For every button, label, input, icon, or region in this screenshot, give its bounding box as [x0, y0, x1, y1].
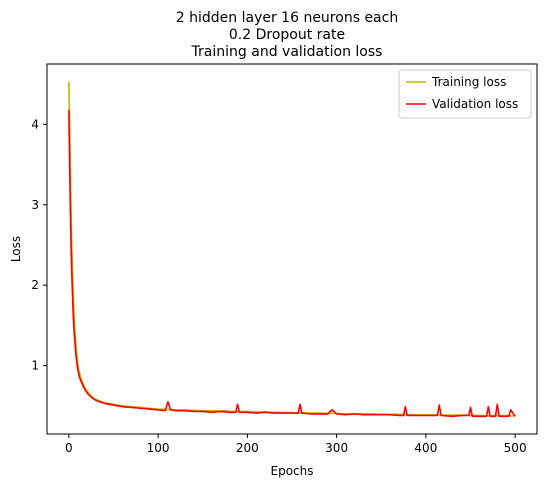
series-line-validation-loss — [68, 109, 516, 418]
legend: Training loss Validation loss — [398, 69, 532, 119]
y-axis-ticks: 1 2 3 4 — [31, 117, 47, 373]
legend-label-training-loss: Training loss — [431, 75, 506, 89]
plot-frame — [46, 63, 538, 435]
y-tick-label: 3 — [31, 198, 39, 212]
chart-title-line-2: 0.2 Dropout rate — [229, 27, 345, 43]
y-axis-label: Loss — [9, 236, 23, 262]
series-layer — [68, 81, 516, 418]
x-tick-label: 200 — [236, 441, 259, 455]
x-tick-label: 400 — [414, 441, 437, 455]
legend-label-validation-loss: Validation loss — [432, 97, 518, 111]
legend-box — [398, 69, 532, 119]
x-axis-label: Epochs — [271, 464, 314, 478]
chart-title-line-3: Training and validation loss — [191, 44, 383, 60]
y-tick-label: 1 — [31, 359, 39, 373]
x-tick-label: 300 — [325, 441, 348, 455]
x-tick-label: 0 — [65, 441, 73, 455]
chart-title-line-1: 2 hidden layer 16 neurons each — [176, 10, 398, 26]
x-tick-label: 100 — [147, 441, 170, 455]
x-tick-label: 500 — [504, 441, 527, 455]
x-axis-ticks: 0 100 200 300 400 500 — [65, 434, 527, 455]
y-tick-label: 4 — [31, 117, 39, 131]
y-tick-label: 2 — [31, 278, 39, 292]
